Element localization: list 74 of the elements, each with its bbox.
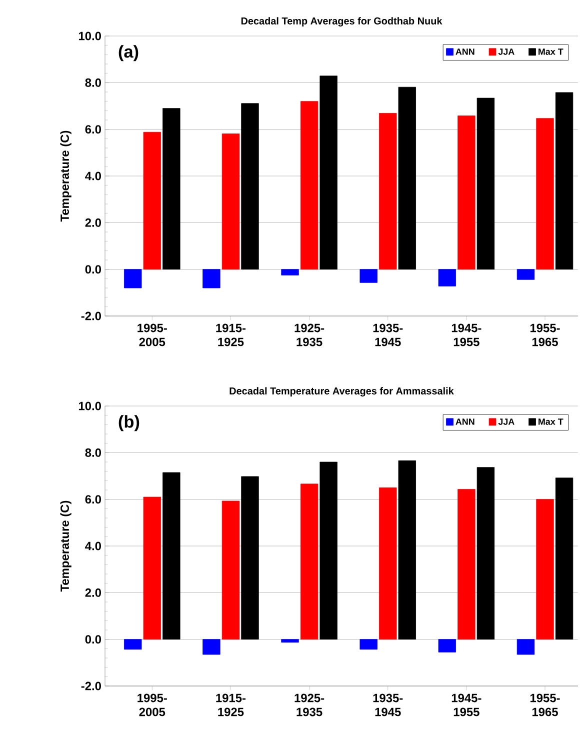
x-tick-label: 1925-1935 (294, 694, 324, 716)
annotation: (b) (118, 415, 140, 432)
legend-label: ANN (456, 48, 474, 55)
bar (143, 132, 161, 270)
bar (124, 639, 142, 650)
x-tick-label: 1915-1925 (216, 694, 246, 716)
bar (555, 478, 574, 640)
bar (241, 476, 259, 640)
y-tick-label: -2.0 (81, 312, 101, 320)
bar (124, 269, 142, 288)
y-tick-label: 2.0 (85, 218, 101, 227)
bar (379, 113, 397, 270)
y-tick-label: 2.0 (85, 588, 101, 597)
bar (360, 639, 378, 650)
bar (438, 639, 456, 652)
y-tick-label: 8.0 (85, 448, 101, 457)
bar (398, 460, 416, 640)
x-tick-label: 1995-2005 (138, 694, 167, 716)
bar (438, 269, 456, 286)
y-tick-label: 6.0 (85, 125, 101, 134)
bar (202, 639, 220, 655)
bar (476, 98, 495, 270)
y-axis-title: Temperature (C) (60, 130, 72, 222)
x-tick-label: 1915-1925 (216, 324, 246, 346)
bar (555, 92, 574, 270)
y-tick-label: 10.0 (78, 402, 101, 410)
y-axis-title: Temperature (C) (60, 500, 72, 592)
bar (143, 496, 161, 640)
legend-label: ANN (456, 418, 474, 425)
legend-label: JJA (498, 48, 514, 55)
y-tick-label: -2.0 (81, 682, 101, 690)
y-tick-label: 0.0 (85, 635, 101, 644)
x-tick-label: 1995-2005 (138, 324, 167, 346)
bar (281, 269, 299, 276)
x-tick-label: 1955-1965 (530, 324, 560, 346)
bar (281, 639, 299, 643)
bar (162, 108, 180, 270)
legend-label: Max T (538, 48, 564, 55)
annotation: (a) (118, 45, 138, 62)
bar (222, 500, 240, 640)
bar (516, 639, 535, 655)
x-tick-label: 1935-1945 (373, 694, 403, 716)
bar (222, 134, 240, 270)
bar (458, 116, 476, 270)
bar (536, 118, 554, 270)
y-tick-label: 4.0 (85, 542, 101, 550)
bar (398, 86, 416, 270)
y-tick-label: 8.0 (85, 78, 101, 87)
y-tick-label: 10.0 (78, 32, 101, 40)
x-tick-label: 1945-1955 (452, 324, 482, 346)
x-tick-label: 1925-1935 (294, 324, 324, 346)
bar (162, 472, 180, 640)
legend-label: Max T (538, 418, 564, 425)
bar (300, 484, 318, 640)
bar (516, 269, 535, 280)
bar (320, 76, 338, 270)
x-tick-label: 1945-1955 (452, 694, 482, 716)
y-tick-label: 6.0 (85, 495, 101, 504)
bar (476, 467, 495, 640)
bar (360, 269, 378, 283)
chart-title: Decadal Temp Averages for Godthab Nuuk (241, 17, 442, 26)
x-tick-label: 1935-1945 (373, 324, 403, 346)
legend-label: JJA (498, 418, 514, 425)
y-tick-label: 0.0 (85, 265, 101, 274)
bar (300, 101, 318, 270)
bar (202, 269, 220, 288)
bar (241, 103, 259, 270)
x-tick-label: 1955-1965 (530, 694, 560, 716)
bar (536, 499, 554, 640)
chart-title: Decadal Temperature Averages for Ammassalik (230, 387, 454, 396)
bar (458, 489, 476, 640)
bar (320, 462, 338, 640)
y-tick-label: 4.0 (85, 172, 101, 180)
bar (379, 487, 397, 640)
